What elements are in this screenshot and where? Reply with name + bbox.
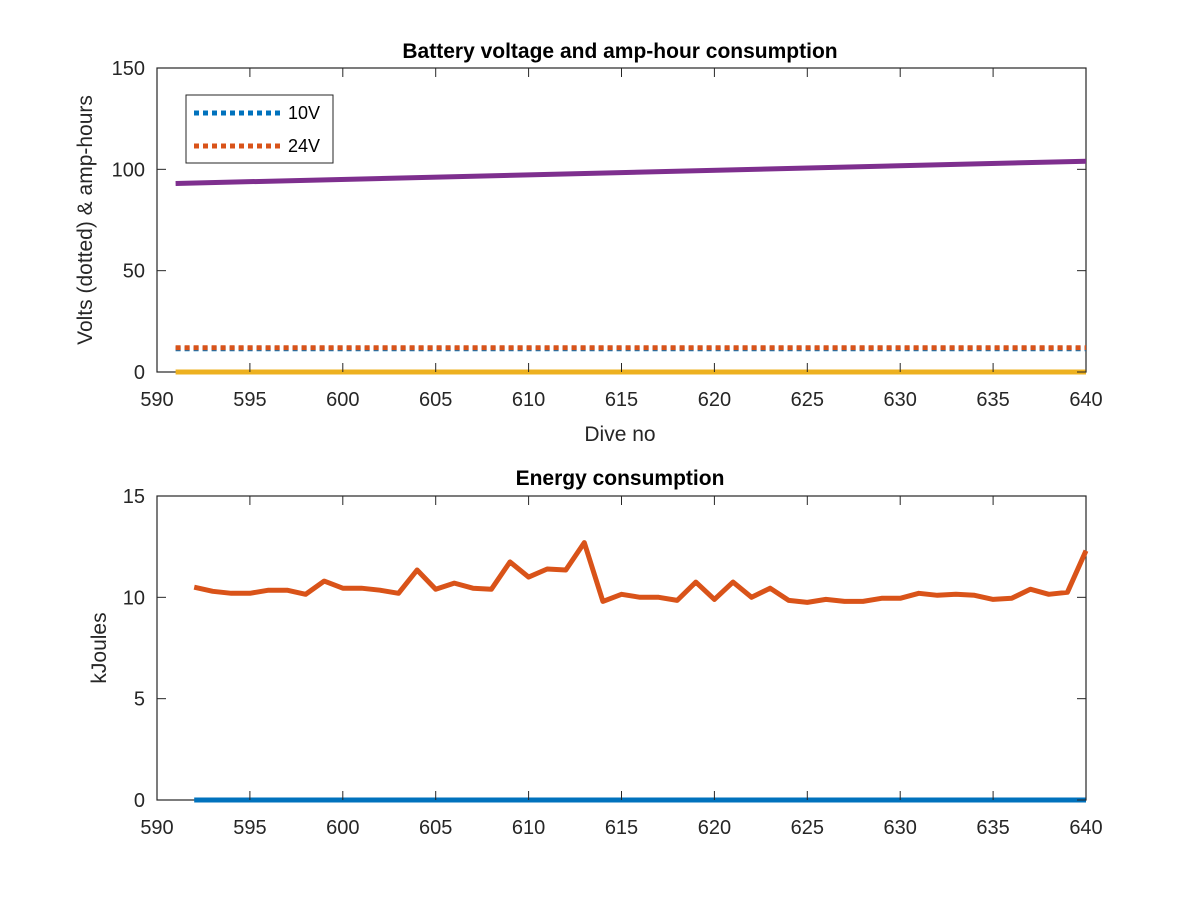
chart-title: Battery voltage and amp-hour consumption [402,40,837,63]
ticks-layer: 590 595 600 605 610 615 620 625 630 635 640 0 5 10 15 [123,486,1103,839]
series-line-0 [193,540,1089,605]
ticks-layer: 590 595 600 605 610 615 620 625 630 635 640 0 50 100 1… [112,58,1103,411]
x-tick-label: 635 [976,389,1009,411]
x-tick-label: 615 [605,817,638,839]
y-tick-label: 150 [112,58,145,80]
x-tick-label: 640 [1069,389,1102,411]
x-tick-label: 640 [1069,817,1102,839]
y-tick-label: 10 [123,587,145,609]
x-tick-label: 610 [512,817,545,839]
x-tick-label: 610 [512,389,545,411]
legend-box [185,94,334,164]
legend-label-10v: 10V [288,103,320,123]
y-axis-label: Volts (dotted) & amp-hours [74,95,97,345]
plot-area [156,495,1087,801]
x-tick-label: 635 [976,817,1009,839]
y-tick-label: 50 [123,261,145,283]
energy-chart: Energy consumption 590 595 600 605 610 615 620… [88,467,1103,839]
x-tick-label: 620 [698,389,731,411]
y-axis-label: kJoules [88,612,111,683]
x-tick-label: 595 [233,817,266,839]
x-tick-label: 590 [140,817,173,839]
y-tick-label: 0 [134,790,145,812]
x-tick-label: 600 [326,817,359,839]
x-tick-label: 600 [326,389,359,411]
x-tick-label: 630 [884,817,917,839]
x-tick-label: 605 [419,389,452,411]
x-axis-label: Dive no [584,423,655,446]
y-tick-label: 5 [134,689,145,711]
series-layer [175,158,1087,375]
x-tick-label: 625 [791,817,824,839]
x-tick-label: 625 [791,389,824,411]
y-tick-label: 15 [123,486,145,508]
x-tick-label: 630 [884,389,917,411]
x-tick-label: 615 [605,389,638,411]
x-tick-label: 595 [233,389,266,411]
x-tick-label: 620 [698,817,731,839]
chart-title: Energy consumption [516,467,725,490]
y-tick-label: 0 [134,362,145,384]
series-line-2 [175,158,1087,186]
voltage-chart: Battery voltage and amp-hour consumption… [74,40,1103,446]
legend-label-24v: 24V [288,136,320,156]
x-tick-label: 605 [419,817,452,839]
legend: 10V 24V [185,94,334,164]
y-tick-label: 100 [112,159,145,181]
x-tick-label: 590 [140,389,173,411]
